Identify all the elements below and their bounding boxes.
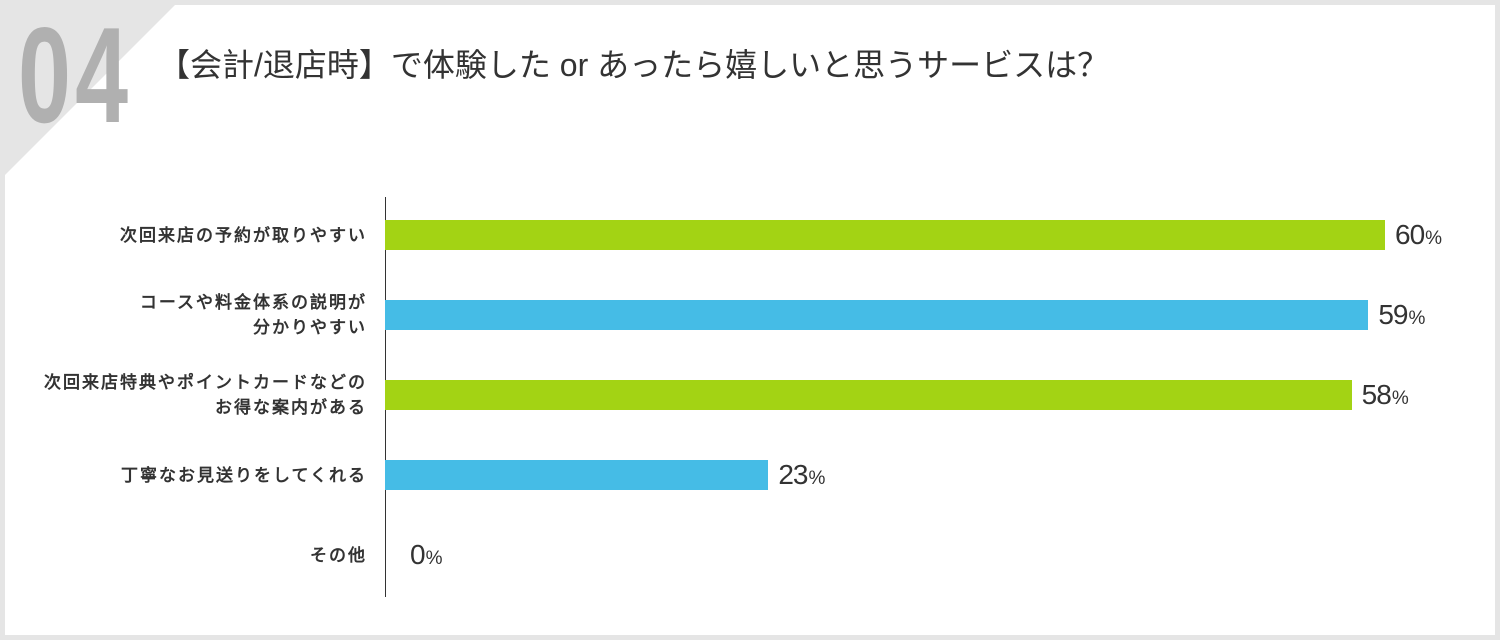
bar xyxy=(385,380,1352,410)
value-unit: % xyxy=(808,468,826,489)
value-label: 59% xyxy=(1378,295,1425,335)
value-number: 23 xyxy=(778,459,808,490)
value-number: 59 xyxy=(1378,299,1408,330)
category-label: 次回来店特典やポイントカードなどの お得な案内がある xyxy=(44,373,367,417)
chart-title: 【会計/退店時】で体験した or あったら嬉しいと思うサービスは？ xyxy=(158,47,1110,83)
value-label: 0% xyxy=(410,535,442,575)
value-label: 23% xyxy=(778,455,825,495)
value-unit: % xyxy=(1391,388,1409,409)
bar xyxy=(385,460,769,490)
value-number: 58 xyxy=(1361,379,1392,410)
value-label: 58% xyxy=(1362,375,1409,415)
bar xyxy=(385,220,1385,250)
value-unit: % xyxy=(1425,228,1443,249)
value-unit: % xyxy=(425,548,443,569)
question-number: 04 xyxy=(18,0,133,151)
category-label: その他 xyxy=(310,545,367,565)
bar xyxy=(385,300,1369,330)
category-label: コースや料金体系の説明が 分かりやすい xyxy=(139,293,367,337)
value-label: 60% xyxy=(1395,215,1442,255)
category-label: 次回来店の予約が取りやすい xyxy=(120,225,367,245)
category-label: 丁寧なお見送りをしてくれる xyxy=(121,465,367,485)
value-number: 0 xyxy=(410,539,426,570)
value-number: 60 xyxy=(1395,219,1425,250)
value-unit: % xyxy=(1408,308,1426,329)
